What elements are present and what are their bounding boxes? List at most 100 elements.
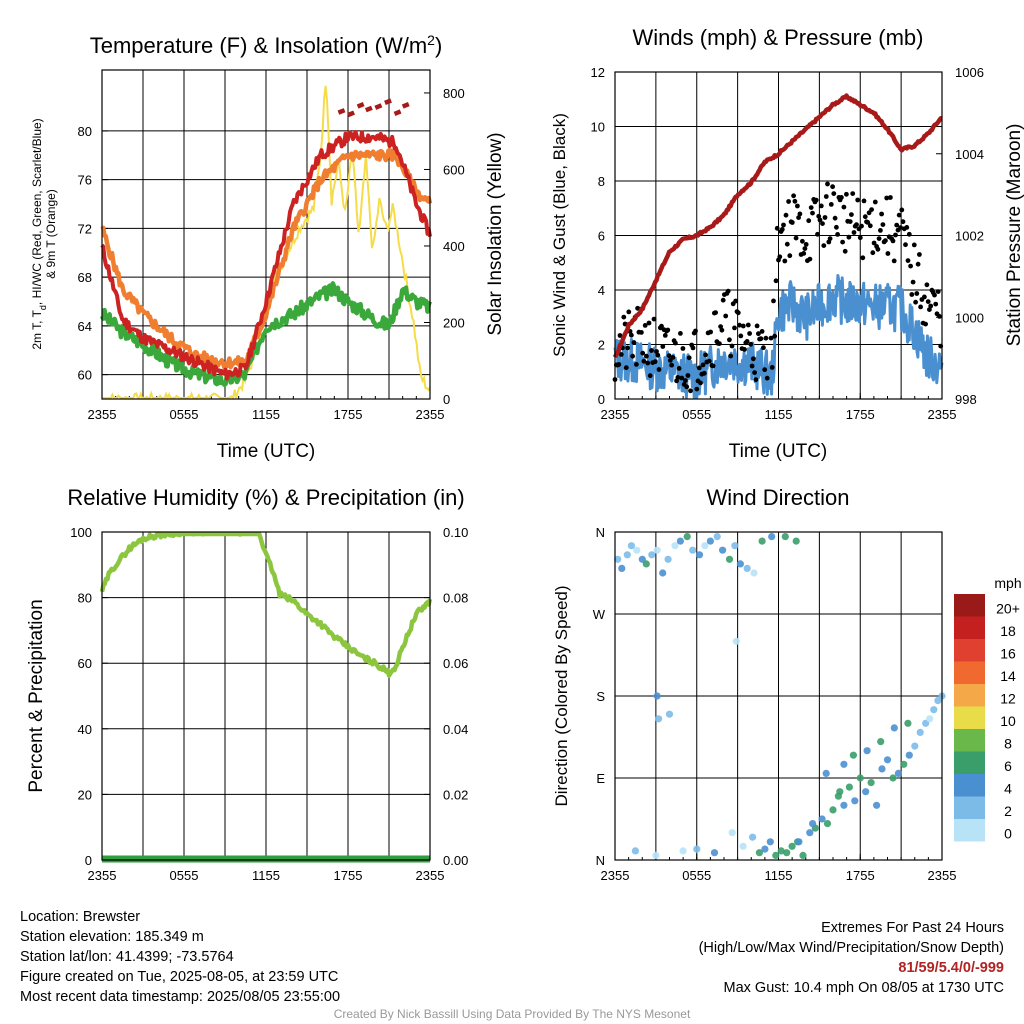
- gust-point: [831, 191, 837, 197]
- gust-point: [903, 242, 908, 248]
- dir-ytick-label: S: [596, 689, 605, 704]
- dir-ytick-label: N: [596, 525, 605, 540]
- gust-point: [710, 363, 716, 369]
- precip-y2tick-label: 0.04: [443, 722, 468, 737]
- humidity-marks: 2355 0555 1155 1755 23550204060801000.000.02…: [70, 525, 468, 883]
- heat-index-segment: [337, 108, 346, 115]
- humidity-panel: Relative Humidity (%) & Precipitation (i…: [26, 485, 468, 883]
- gust-point: [740, 323, 746, 329]
- gust-point: [900, 219, 906, 225]
- gust-point: [885, 251, 891, 256]
- gust-point: [905, 258, 911, 263]
- insolation-y2tick-label: 800: [443, 86, 465, 101]
- direction-point: [809, 820, 817, 828]
- direction-point: [736, 560, 745, 568]
- humidity-ylabel: Percent & Precipitation: [26, 599, 47, 792]
- direction-point: [683, 533, 691, 541]
- dir-xtick-label: 2355: [928, 868, 957, 883]
- direction-point: [878, 765, 886, 773]
- legend-label: 8: [1004, 735, 1012, 751]
- gust-point: [625, 345, 630, 351]
- direction-panel: Wind Direction 2355 0555 1155 1755 2355NESWN…: [552, 485, 1022, 883]
- gust-point: [618, 352, 624, 357]
- gust-point: [810, 210, 815, 216]
- gust-point: [756, 331, 761, 337]
- legend-label: 10: [1000, 713, 1016, 729]
- direction-ylabel: Direction (Colored By Speed): [552, 585, 571, 806]
- gust-point: [933, 301, 939, 307]
- gust-point: [690, 345, 696, 351]
- gust-point: [879, 211, 884, 217]
- gust-point: [906, 231, 912, 237]
- gust-point: [738, 333, 744, 339]
- direction-point: [766, 838, 774, 846]
- direction-point: [664, 555, 672, 563]
- direction-point: [614, 555, 622, 563]
- gust-point: [791, 193, 796, 199]
- gust-point: [884, 195, 890, 201]
- temp-9m-line: [100, 147, 433, 370]
- rh-xtick-label: 2355: [416, 868, 445, 883]
- gust-point: [832, 215, 838, 221]
- temp-xtick-label: 1755: [334, 407, 363, 422]
- winds-xtick-label: 0555: [682, 407, 711, 422]
- dewpoint-line: [99, 281, 433, 388]
- gust-point: [857, 235, 863, 241]
- gust-point: [927, 307, 932, 312]
- heat-index-segment: [364, 105, 373, 113]
- gust-point: [675, 375, 681, 380]
- gust-point: [649, 348, 654, 353]
- gust-point: [783, 212, 789, 218]
- winds-ytick-label: 6: [598, 229, 605, 244]
- gust-point: [725, 288, 731, 294]
- gust-point: [924, 282, 930, 288]
- gust-point: [782, 258, 788, 264]
- direction-point: [781, 533, 789, 541]
- direction-point: [911, 742, 919, 750]
- humidity-frame: [101, 531, 431, 861]
- gust-point: [655, 352, 661, 358]
- direction-point: [883, 756, 892, 764]
- winds-ytick-label: 8: [598, 174, 605, 189]
- humidity-line: [99, 531, 433, 678]
- winds-ytick-label: 4: [598, 283, 605, 298]
- gust-point: [847, 219, 853, 225]
- winds-ytick-label: 10: [591, 120, 605, 135]
- gust-point: [797, 211, 803, 217]
- gust-point: [898, 225, 903, 231]
- gust-point: [871, 240, 877, 246]
- direction-point: [665, 710, 674, 718]
- direction-point: [631, 847, 640, 855]
- direction-point: [904, 719, 912, 727]
- gust-point: [816, 213, 822, 219]
- gust-point: [796, 215, 801, 221]
- direction-point: [648, 551, 656, 559]
- direction-point: [655, 715, 663, 723]
- gust-point: [835, 232, 840, 237]
- dir-xtick-label: 1155: [765, 868, 793, 883]
- direction-point: [905, 751, 913, 759]
- gust-point: [683, 378, 688, 383]
- direction-point: [818, 815, 826, 823]
- gust-point: [896, 212, 902, 218]
- gust-point: [937, 314, 942, 319]
- legend-label: 4: [1004, 780, 1012, 796]
- gust-point: [909, 292, 915, 297]
- direction-point: [890, 724, 898, 732]
- temperature-frame: [101, 69, 431, 400]
- gust-point: [769, 365, 775, 370]
- temp-xtick-label: 1155: [252, 407, 280, 422]
- gust-point: [867, 223, 873, 229]
- gust-point: [621, 314, 627, 320]
- winds-marks: 2355 0555 1155 1755 235502468101299810001002…: [591, 65, 984, 422]
- winds-ytick-label: 0: [598, 392, 605, 407]
- temperature-ylabel-2: & 9m T (Orange): [44, 189, 58, 279]
- gust-point: [840, 239, 845, 245]
- humidity-title: Relative Humidity (%) & Precipitation (i…: [67, 485, 464, 510]
- direction-title: Wind Direction: [706, 485, 849, 510]
- winds-title: Winds (mph) & Pressure (mb): [633, 25, 924, 50]
- direction-point: [799, 851, 807, 860]
- insolation-y2tick-label: 400: [443, 239, 465, 254]
- temp-ytick-label: 72: [78, 221, 92, 236]
- direction-point: [758, 537, 766, 545]
